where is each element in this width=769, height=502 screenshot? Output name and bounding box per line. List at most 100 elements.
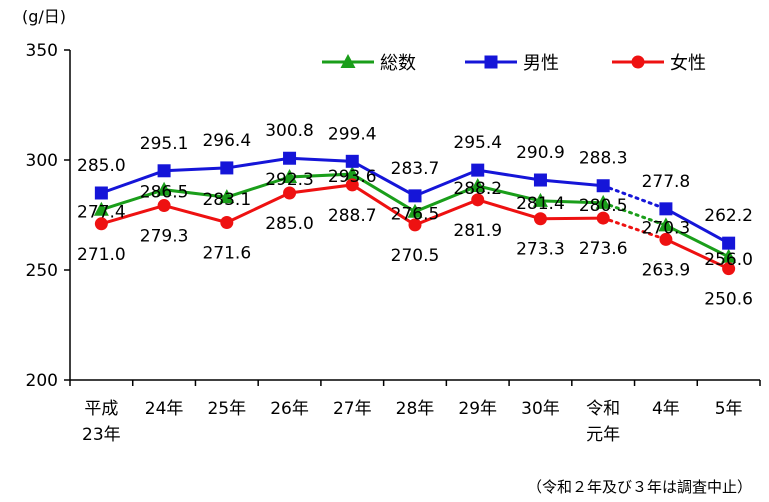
data-point bbox=[721, 248, 737, 263]
series-line bbox=[665, 207, 730, 245]
data-point bbox=[94, 186, 108, 200]
note: （令和２年及び３年は調査中止） bbox=[527, 478, 752, 496]
data-point bbox=[345, 154, 359, 168]
series-line bbox=[665, 223, 730, 259]
data-label: 273.3 bbox=[516, 240, 565, 260]
series-dotted-line bbox=[601, 184, 668, 211]
data-label: 299.4 bbox=[328, 124, 377, 144]
legend-label: 女性 bbox=[670, 53, 706, 74]
data-label: 285.0 bbox=[265, 214, 314, 234]
data-point bbox=[93, 201, 109, 216]
data-point bbox=[345, 178, 359, 192]
data-point bbox=[658, 217, 674, 232]
x-tick-label: 4年 bbox=[652, 399, 680, 419]
data-label: 273.6 bbox=[579, 239, 628, 259]
data-label: 281.9 bbox=[453, 221, 502, 241]
data-point bbox=[283, 186, 297, 200]
data-label: 279.3 bbox=[140, 227, 189, 247]
x-tick-label: 5年 bbox=[715, 399, 743, 419]
data-label: 288.7 bbox=[328, 206, 377, 226]
data-point bbox=[596, 179, 610, 193]
data-point bbox=[157, 164, 171, 178]
data-point bbox=[532, 192, 548, 207]
x-tick-label: 27年 bbox=[333, 399, 372, 419]
data-label: 270.3 bbox=[642, 218, 691, 238]
x-tick-label: 26年 bbox=[270, 399, 309, 419]
data-point bbox=[220, 215, 234, 229]
y-tick-label: 350 bbox=[26, 41, 58, 61]
x-tick-label: 29年 bbox=[458, 399, 497, 419]
data-label: 283.7 bbox=[391, 159, 440, 179]
x-tick-label: 24年 bbox=[145, 399, 184, 419]
data-label: 276.5 bbox=[391, 205, 440, 225]
data-label: 270.5 bbox=[391, 246, 440, 266]
data-label: 271.6 bbox=[202, 243, 251, 263]
x-tick-label: 25年 bbox=[207, 399, 246, 419]
y-tick-label: 250 bbox=[26, 261, 58, 281]
data-point bbox=[220, 161, 234, 175]
data-label: 286.5 bbox=[140, 183, 189, 203]
series-dotted-line bbox=[601, 216, 668, 241]
data-label: 285.0 bbox=[77, 156, 126, 176]
data-label: 250.6 bbox=[704, 290, 753, 310]
data-label: 263.9 bbox=[642, 260, 691, 280]
series-layer bbox=[93, 151, 737, 276]
data-label: 288.3 bbox=[579, 149, 628, 169]
data-point bbox=[408, 189, 422, 203]
data-labels: 277.4 286.5 283.1 292.3 293.6 276.5 288.2 281.4… bbox=[77, 121, 753, 309]
data-label: 293.6 bbox=[328, 167, 377, 187]
data-point bbox=[94, 217, 108, 231]
data-point bbox=[156, 181, 172, 196]
data-label: 281.4 bbox=[516, 194, 565, 214]
legend-marker bbox=[484, 55, 498, 69]
data-label: 277.8 bbox=[642, 172, 691, 192]
y-axis-unit: (g/日) bbox=[22, 7, 66, 26]
data-point bbox=[344, 166, 360, 181]
data-point bbox=[407, 203, 423, 218]
data-label: 280.5 bbox=[579, 196, 628, 216]
data-point bbox=[470, 177, 486, 192]
axes: 200 250 300 350 平成 23年 24年 25年 26年 27年 28年 29年 30年 令和… bbox=[26, 41, 761, 445]
y-tick-label: 300 bbox=[26, 151, 58, 171]
data-point bbox=[408, 218, 422, 232]
series-男性 bbox=[94, 151, 736, 250]
x-tick-label: 28年 bbox=[396, 399, 435, 419]
data-point bbox=[722, 236, 736, 250]
data-label: 292.3 bbox=[265, 170, 314, 190]
series-line bbox=[665, 238, 730, 271]
series-女性 bbox=[94, 178, 736, 276]
data-point bbox=[471, 163, 485, 177]
data-label: 271.0 bbox=[77, 245, 126, 265]
legend: 総数 男性 女性 bbox=[322, 53, 706, 74]
data-point bbox=[282, 168, 298, 183]
data-point bbox=[722, 262, 736, 276]
data-label: 283.1 bbox=[202, 190, 251, 210]
series-dotted-line bbox=[601, 201, 668, 227]
x-tick-label: 令和 bbox=[586, 399, 620, 419]
legend-marker bbox=[340, 54, 356, 68]
data-point bbox=[471, 193, 485, 207]
series-総数 bbox=[93, 166, 737, 263]
data-point bbox=[219, 189, 235, 204]
data-label: 295.4 bbox=[453, 133, 502, 153]
data-label: 290.9 bbox=[516, 143, 565, 163]
data-label: 296.4 bbox=[202, 131, 251, 151]
x-tick-label: 23年 bbox=[82, 425, 121, 445]
data-label: 262.2 bbox=[704, 206, 753, 226]
data-label: 300.8 bbox=[265, 121, 314, 141]
data-label: 288.2 bbox=[453, 179, 502, 199]
data-point bbox=[157, 199, 171, 213]
data-point bbox=[533, 173, 547, 187]
data-point bbox=[595, 194, 611, 209]
data-label: 256.0 bbox=[704, 250, 753, 270]
data-point bbox=[659, 232, 673, 246]
legend-label: 総数 bbox=[380, 53, 416, 74]
data-label: 295.1 bbox=[140, 134, 189, 154]
x-tick-label: 30年 bbox=[521, 399, 560, 419]
data-point bbox=[659, 202, 673, 216]
legend-marker bbox=[631, 55, 645, 69]
data-point bbox=[533, 212, 547, 226]
legend-label: 男性 bbox=[523, 53, 559, 74]
y-tick-label: 200 bbox=[26, 371, 58, 391]
